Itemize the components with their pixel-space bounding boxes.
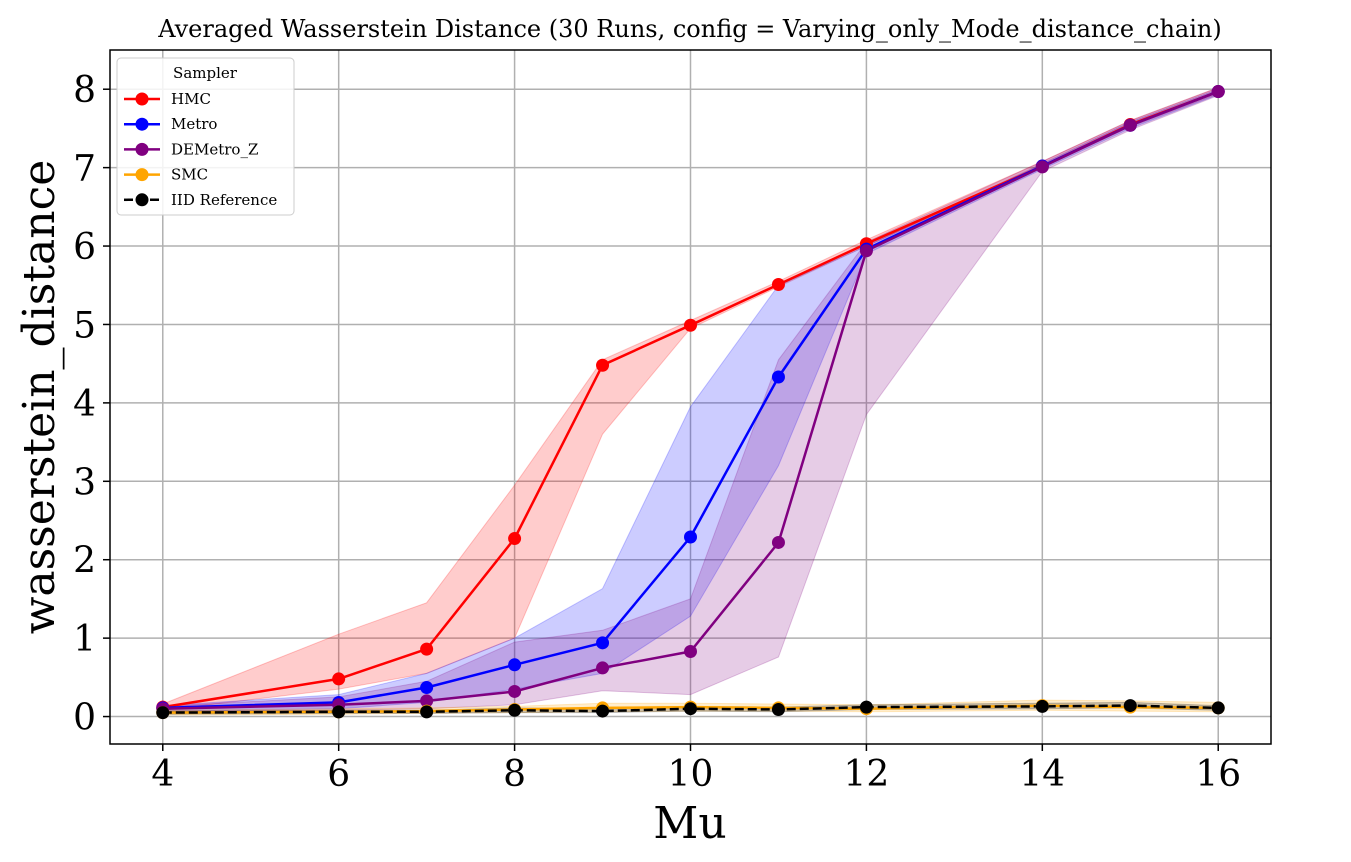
point-hmc [332, 672, 346, 686]
point-metro [684, 530, 697, 544]
y-tick-label: 7 [73, 149, 96, 190]
chart-title: Averaged Wasserstein Distance (30 Runs, … [157, 15, 1222, 43]
point-hmc [771, 277, 785, 291]
point-iid-reference [1035, 699, 1049, 713]
x-tick-label: 6 [327, 754, 350, 795]
legend-label: HMC [171, 90, 211, 108]
y-tick-label: 0 [73, 698, 96, 739]
x-tick-label: 4 [151, 754, 174, 795]
point-demetro-z [1211, 85, 1225, 99]
point-demetro-z [771, 535, 785, 549]
y-tick-label: 4 [73, 384, 96, 425]
y-axis-label: wasserstein_distance [14, 160, 65, 635]
legend-label: Metro [171, 115, 217, 133]
point-metro [596, 636, 610, 650]
point-iid-reference [420, 705, 434, 719]
legend-label: IID Reference [171, 191, 277, 209]
y-tick-label: 3 [73, 462, 96, 503]
point-iid-reference [1123, 699, 1137, 713]
point-demetro-z [1035, 160, 1049, 174]
point-hmc [596, 358, 610, 372]
point-iid-reference [1211, 701, 1225, 715]
x-tick-label: 16 [1195, 754, 1241, 795]
point-iid-reference [771, 702, 785, 716]
legend-swatch-marker [135, 193, 149, 207]
y-tick-label: 2 [73, 541, 96, 582]
point-iid-reference [156, 706, 170, 720]
point-metro [420, 681, 434, 695]
point-metro [771, 370, 785, 384]
legend-swatch-marker [135, 142, 149, 156]
legend-title: Sampler [173, 64, 238, 82]
legend-entries: HMC Metro DEMetro_Z SMC IID Reference [124, 90, 277, 209]
point-demetro-z [508, 684, 522, 698]
legend: Sampler HMC Metro DEMetro_Z SMC IID Referenc… [116, 57, 295, 216]
legend-label: DEMetro_Z [171, 140, 258, 158]
y-axis-ticks: 0 1 2 3 4 5 6 7 8 [73, 70, 110, 739]
legend-label: SMC [171, 166, 208, 184]
point-demetro-z [420, 694, 434, 708]
point-hmc [684, 318, 697, 332]
series-points [156, 85, 1225, 720]
x-tick-label: 14 [1019, 754, 1065, 795]
point-iid-reference [332, 705, 346, 719]
point-iid-reference [859, 700, 873, 714]
point-iid-reference [596, 704, 610, 718]
x-tick-label: 12 [844, 754, 890, 795]
x-axis-label: Mu [653, 798, 726, 849]
point-demetro-z [859, 244, 873, 258]
point-hmc [420, 642, 434, 656]
x-axis-ticks: 4 6 8 10 12 14 16 [151, 744, 1241, 795]
legend-swatch-marker [135, 92, 149, 106]
legend-box [116, 57, 295, 216]
legend-swatch-marker [135, 168, 149, 182]
legend-swatch-marker [135, 117, 149, 131]
point-demetro-z [684, 644, 697, 658]
point-demetro-z [596, 661, 610, 675]
x-tick-label: 8 [503, 754, 526, 795]
y-tick-label: 8 [73, 70, 96, 111]
x-tick-label: 10 [668, 754, 714, 795]
y-tick-label: 5 [73, 305, 96, 346]
point-metro [508, 658, 522, 672]
y-tick-label: 6 [73, 227, 96, 268]
point-iid-reference [508, 703, 522, 717]
y-tick-label: 1 [73, 619, 96, 660]
point-hmc [508, 532, 522, 546]
point-demetro-z [1123, 118, 1137, 132]
point-iid-reference [684, 702, 697, 716]
